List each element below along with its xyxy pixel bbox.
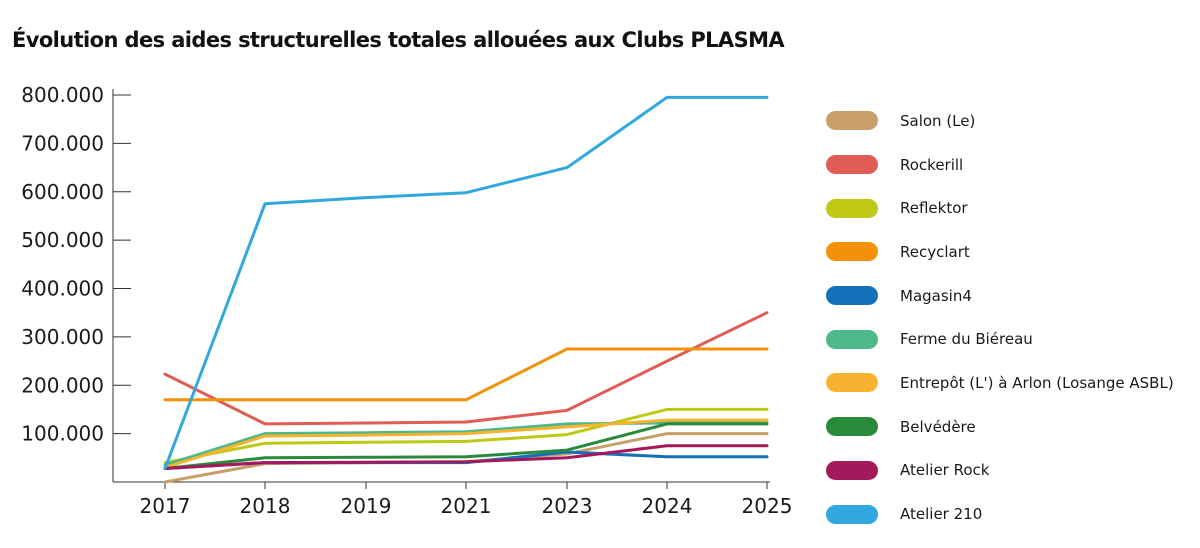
- y-tick-label: 700.000: [21, 131, 104, 155]
- x-tick-label: 2021: [441, 494, 492, 518]
- chart-title: Évolution des aides structurelles totale…: [12, 28, 785, 52]
- legend-label: Recyclart: [900, 242, 970, 261]
- y-tick-label: 800.000: [21, 83, 104, 107]
- legend-label: Rockerill: [900, 155, 964, 174]
- x-tick-label: 2018: [240, 494, 291, 518]
- y-tick-label: 500.000: [21, 228, 104, 252]
- legend-item: Recyclart: [826, 230, 1174, 274]
- legend-swatch: [826, 504, 878, 524]
- line-chart: 100.000 200.000 300.000 400.000 500.000 600.0…: [21, 83, 793, 518]
- y-tick-label: 200.000: [21, 373, 104, 397]
- legend-label: Belvédère: [900, 417, 976, 436]
- series-line-rockerill: [163, 311, 769, 426]
- legend-item: Entrepôt (L') à Arlon (Losange ASBL): [826, 361, 1174, 405]
- legend-item: Reflektor: [826, 186, 1174, 230]
- legend-label: Atelier Rock: [900, 461, 990, 480]
- legend-item: Magasin4: [826, 274, 1174, 318]
- series-line-atelier-rock: [163, 444, 769, 470]
- legend-swatch: [826, 329, 878, 349]
- x-tick-label: 2019: [341, 494, 392, 518]
- legend-swatch: [826, 417, 878, 437]
- x-tick-label: 2025: [742, 494, 793, 518]
- series-line-recyclart: [163, 347, 769, 402]
- y-tick-label: 400.000: [21, 277, 104, 301]
- x-tick-label: 2023: [542, 494, 593, 518]
- legend-swatch: [826, 242, 878, 262]
- legend-swatch: [826, 155, 878, 175]
- legend-label: Entrepôt (L') à Arlon (Losange ASBL): [900, 373, 1174, 392]
- legend-label: Magasin4: [900, 286, 972, 305]
- legend-item: Ferme du Biéreau: [826, 317, 1174, 361]
- legend-swatch: [826, 286, 878, 306]
- legend-label: Salon (Le): [900, 111, 976, 130]
- series-line-belv-d-re: [163, 422, 769, 470]
- y-tick-label: 300.000: [21, 325, 104, 349]
- legend-swatch: [826, 198, 878, 218]
- series-line-reflektor: [163, 407, 769, 465]
- chart-legend: Salon (Le) Rockerill Reflektor Recyclart Mag…: [826, 99, 1174, 536]
- series-line-entrep-t-l-arlon-losange-asbl: [163, 418, 769, 469]
- legend-label: Reflektor: [900, 199, 968, 218]
- legend-label: Ferme du Biéreau: [900, 330, 1033, 349]
- legend-item: Belvédère: [826, 405, 1174, 449]
- x-tick-label: 2017: [140, 494, 191, 518]
- series-line-atelier-210: [163, 95, 769, 470]
- legend-item: Atelier Rock: [826, 449, 1174, 493]
- y-tick-label: 600.000: [21, 180, 104, 204]
- legend-item: Rockerill: [826, 143, 1174, 187]
- legend-swatch: [826, 460, 878, 480]
- legend-item: Atelier 210: [826, 492, 1174, 536]
- legend-swatch: [826, 373, 878, 393]
- legend-swatch: [826, 111, 878, 131]
- legend-label: Atelier 210: [900, 505, 983, 524]
- x-tick-label: 2024: [642, 494, 693, 518]
- y-tick-label: 100.000: [21, 422, 104, 446]
- legend-item: Salon (Le): [826, 99, 1174, 143]
